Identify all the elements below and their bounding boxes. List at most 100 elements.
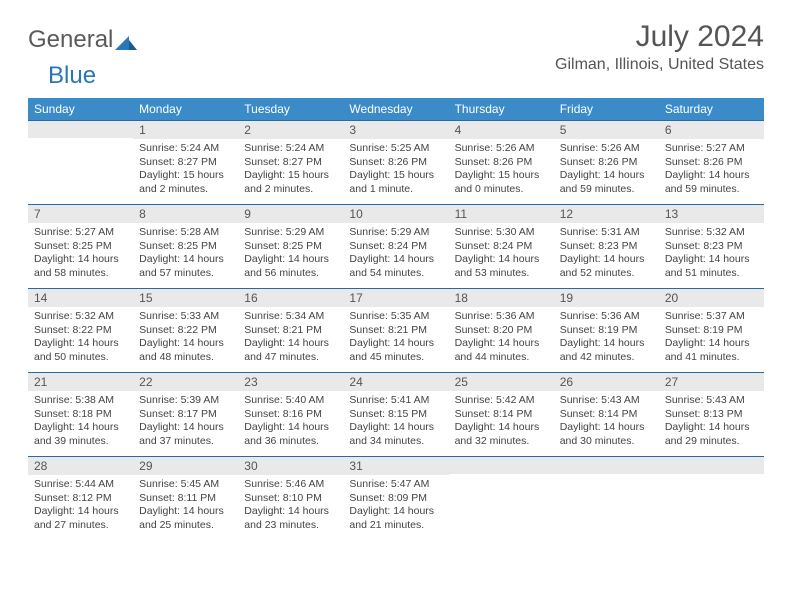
sunset: Sunset: 8:26 PM	[349, 156, 442, 170]
empty-day	[554, 456, 659, 474]
day-header-row: SundayMondayTuesdayWednesdayThursdayFrid…	[28, 98, 764, 120]
sunrise: Sunrise: 5:39 AM	[139, 394, 232, 408]
week-row: 1Sunrise: 5:24 AMSunset: 8:27 PMDaylight…	[28, 120, 764, 204]
day-number: 6	[659, 120, 764, 139]
sunset: Sunset: 8:16 PM	[244, 408, 337, 422]
day-number: 4	[449, 120, 554, 139]
day-number: 20	[659, 288, 764, 307]
sunrise: Sunrise: 5:34 AM	[244, 310, 337, 324]
day-number: 2	[238, 120, 343, 139]
sunrise: Sunrise: 5:32 AM	[665, 226, 758, 240]
day-body: Sunrise: 5:26 AMSunset: 8:26 PMDaylight:…	[554, 139, 659, 203]
daylight: Daylight: 14 hours and 59 minutes.	[665, 169, 758, 196]
day-body: Sunrise: 5:31 AMSunset: 8:23 PMDaylight:…	[554, 223, 659, 287]
day-body: Sunrise: 5:41 AMSunset: 8:15 PMDaylight:…	[343, 391, 448, 455]
daylight: Daylight: 15 hours and 2 minutes.	[139, 169, 232, 196]
sunset: Sunset: 8:24 PM	[455, 240, 548, 254]
day-number: 3	[343, 120, 448, 139]
day-body: Sunrise: 5:36 AMSunset: 8:19 PMDaylight:…	[554, 307, 659, 371]
sunset: Sunset: 8:25 PM	[139, 240, 232, 254]
day-number: 23	[238, 372, 343, 391]
daylight: Daylight: 14 hours and 21 minutes.	[349, 505, 442, 532]
day-cell	[659, 456, 764, 540]
daylight: Daylight: 14 hours and 25 minutes.	[139, 505, 232, 532]
daylight: Daylight: 14 hours and 57 minutes.	[139, 253, 232, 280]
day-body: Sunrise: 5:46 AMSunset: 8:10 PMDaylight:…	[238, 475, 343, 539]
sunrise: Sunrise: 5:27 AM	[665, 142, 758, 156]
sunset: Sunset: 8:15 PM	[349, 408, 442, 422]
day-cell	[449, 456, 554, 540]
day-cell: 24Sunrise: 5:41 AMSunset: 8:15 PMDayligh…	[343, 372, 448, 456]
day-cell: 6 Sunrise: 5:27 AMSunset: 8:26 PMDaylight…	[659, 120, 764, 204]
week-row: 7Sunrise: 5:27 AMSunset: 8:25 PMDaylight…	[28, 204, 764, 288]
daylight: Daylight: 14 hours and 42 minutes.	[560, 337, 653, 364]
sunrise: Sunrise: 5:30 AM	[455, 226, 548, 240]
sunrise: Sunrise: 5:43 AM	[560, 394, 653, 408]
sunrise: Sunrise: 5:47 AM	[349, 478, 442, 492]
day-body: Sunrise: 5:24 AMSunset: 8:27 PMDaylight:…	[133, 139, 238, 203]
day-cell: 7Sunrise: 5:27 AMSunset: 8:25 PMDaylight…	[28, 204, 133, 288]
day-cell: 9Sunrise: 5:29 AMSunset: 8:25 PMDaylight…	[238, 204, 343, 288]
sunrise: Sunrise: 5:29 AM	[244, 226, 337, 240]
sunrise: Sunrise: 5:44 AM	[34, 478, 127, 492]
day-cell: 20Sunrise: 5:37 AMSunset: 8:19 PMDayligh…	[659, 288, 764, 372]
daylight: Daylight: 14 hours and 54 minutes.	[349, 253, 442, 280]
daylight: Daylight: 15 hours and 2 minutes.	[244, 169, 337, 196]
daylight: Daylight: 14 hours and 59 minutes.	[560, 169, 653, 196]
day-cell: 12Sunrise: 5:31 AMSunset: 8:23 PMDayligh…	[554, 204, 659, 288]
daylight: Daylight: 14 hours and 53 minutes.	[455, 253, 548, 280]
week-row: 14Sunrise: 5:32 AMSunset: 8:22 PMDayligh…	[28, 288, 764, 372]
month-title: July 2024	[555, 20, 764, 54]
sunset: Sunset: 8:26 PM	[665, 156, 758, 170]
empty-day	[28, 120, 133, 138]
daylight: Daylight: 14 hours and 29 minutes.	[665, 421, 758, 448]
sunrise: Sunrise: 5:40 AM	[244, 394, 337, 408]
day-cell	[28, 120, 133, 204]
day-header-sunday: Sunday	[28, 98, 133, 120]
day-number: 26	[554, 372, 659, 391]
empty-day	[449, 456, 554, 474]
day-cell: 16Sunrise: 5:34 AMSunset: 8:21 PMDayligh…	[238, 288, 343, 372]
day-header-tuesday: Tuesday	[238, 98, 343, 120]
sunrise: Sunrise: 5:31 AM	[560, 226, 653, 240]
sunrise: Sunrise: 5:32 AM	[34, 310, 127, 324]
sunset: Sunset: 8:21 PM	[244, 324, 337, 338]
sunrise: Sunrise: 5:43 AM	[665, 394, 758, 408]
week-row: 21Sunrise: 5:38 AMSunset: 8:18 PMDayligh…	[28, 372, 764, 456]
sunrise: Sunrise: 5:29 AM	[349, 226, 442, 240]
daylight: Daylight: 14 hours and 27 minutes.	[34, 505, 127, 532]
sunset: Sunset: 8:27 PM	[139, 156, 232, 170]
day-cell: 17Sunrise: 5:35 AMSunset: 8:21 PMDayligh…	[343, 288, 448, 372]
day-cell: 19Sunrise: 5:36 AMSunset: 8:19 PMDayligh…	[554, 288, 659, 372]
day-header-monday: Monday	[133, 98, 238, 120]
day-cell: 26Sunrise: 5:43 AMSunset: 8:14 PMDayligh…	[554, 372, 659, 456]
day-header-friday: Friday	[554, 98, 659, 120]
sunset: Sunset: 8:14 PM	[455, 408, 548, 422]
day-number: 10	[343, 204, 448, 223]
daylight: Daylight: 14 hours and 34 minutes.	[349, 421, 442, 448]
daylight: Daylight: 14 hours and 39 minutes.	[34, 421, 127, 448]
day-cell: 18Sunrise: 5:36 AMSunset: 8:20 PMDayligh…	[449, 288, 554, 372]
sunrise: Sunrise: 5:24 AM	[139, 142, 232, 156]
daylight: Daylight: 15 hours and 0 minutes.	[455, 169, 548, 196]
daylight: Daylight: 14 hours and 48 minutes.	[139, 337, 232, 364]
empty-day	[659, 456, 764, 474]
logo-text-1: General	[28, 26, 113, 54]
day-number: 16	[238, 288, 343, 307]
sunrise: Sunrise: 5:27 AM	[34, 226, 127, 240]
sunset: Sunset: 8:20 PM	[455, 324, 548, 338]
sunrise: Sunrise: 5:42 AM	[455, 394, 548, 408]
day-body: Sunrise: 5:37 AMSunset: 8:19 PMDaylight:…	[659, 307, 764, 371]
day-number: 29	[133, 456, 238, 475]
sunrise: Sunrise: 5:38 AM	[34, 394, 127, 408]
sunset: Sunset: 8:22 PM	[139, 324, 232, 338]
day-cell: 27Sunrise: 5:43 AMSunset: 8:13 PMDayligh…	[659, 372, 764, 456]
day-cell: 11Sunrise: 5:30 AMSunset: 8:24 PMDayligh…	[449, 204, 554, 288]
sunset: Sunset: 8:21 PM	[349, 324, 442, 338]
daylight: Daylight: 14 hours and 45 minutes.	[349, 337, 442, 364]
day-body: Sunrise: 5:26 AMSunset: 8:26 PMDaylight:…	[449, 139, 554, 203]
day-body: Sunrise: 5:44 AMSunset: 8:12 PMDaylight:…	[28, 475, 133, 539]
sunset: Sunset: 8:19 PM	[560, 324, 653, 338]
logo: General	[28, 20, 137, 54]
day-cell: 22Sunrise: 5:39 AMSunset: 8:17 PMDayligh…	[133, 372, 238, 456]
